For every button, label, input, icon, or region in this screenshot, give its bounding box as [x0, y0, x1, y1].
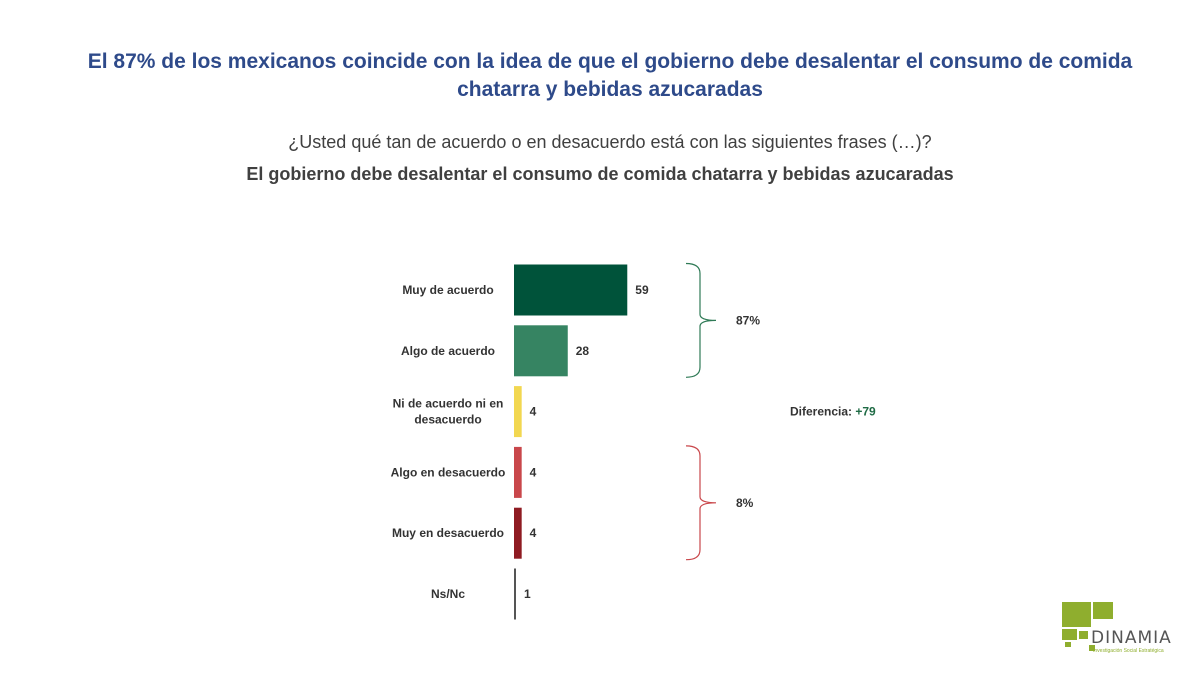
bar — [514, 325, 568, 377]
difference-label: Diferencia: +79 — [790, 405, 876, 419]
bar — [514, 264, 628, 316]
category-label: Muy en desacuerdo — [392, 526, 504, 540]
value-label: 1 — [524, 587, 531, 601]
chart-title: El 87% de los mexicanos coincide con la … — [87, 50, 1133, 101]
value-label: 4 — [530, 405, 537, 419]
group-bracket — [685, 262, 717, 378]
logo-mark-icon — [1062, 602, 1113, 651]
survey-question: ¿Usted qué tan de acuerdo o en desacuerd… — [288, 132, 932, 152]
difference-text: Diferencia: — [790, 405, 855, 419]
group-total-label: 87% — [736, 313, 760, 327]
group-total-label: 8% — [736, 496, 754, 510]
value-label: 4 — [530, 465, 537, 479]
bar — [514, 507, 522, 559]
group-bracket — [685, 445, 717, 561]
logo-tagline: Investigación Social Estratégica — [1093, 648, 1164, 654]
category-label: Muy de acuerdo — [402, 283, 493, 297]
value-label: 59 — [635, 283, 649, 297]
logo-name: DINAMIA — [1091, 628, 1172, 648]
category-label: Ni de acuerdo ni en — [393, 397, 504, 411]
value-label: 4 — [530, 526, 537, 540]
survey-statement: El gobierno debe desalentar el consumo d… — [246, 164, 954, 184]
bar — [514, 386, 522, 438]
category-label: Algo de acuerdo — [401, 344, 495, 358]
difference-value: +79 — [855, 405, 876, 419]
value-label: 28 — [576, 344, 590, 358]
category-label: Algo en desacuerdo — [391, 465, 506, 479]
bar — [514, 568, 516, 620]
dinamia-logo: DINAMIA Investigación Social Estratégica — [1060, 600, 1175, 660]
bar — [514, 446, 522, 498]
category-label: Ns/Nc — [431, 587, 465, 601]
category-label: desacuerdo — [414, 413, 481, 427]
